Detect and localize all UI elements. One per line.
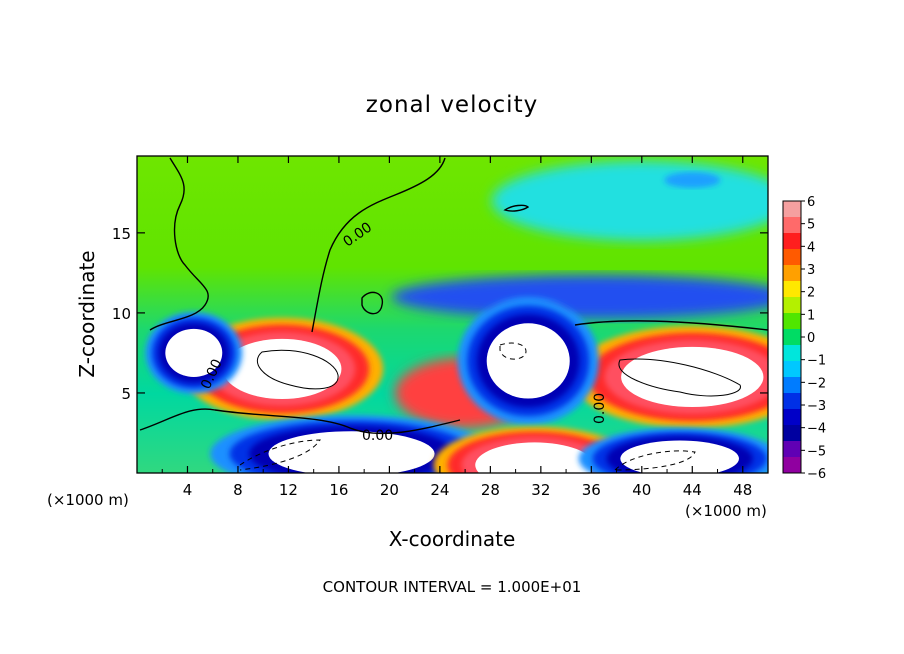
colorbar-label--5: −5	[807, 444, 826, 459]
plot-frame	[136, 155, 769, 474]
field-band-cyan	[491, 160, 768, 241]
plot-area: 0.00 0.00 0.00 0.00	[137, 156, 768, 473]
field-band-lightblue	[664, 172, 721, 189]
field-min-2-ring-3	[486, 323, 570, 399]
colorbar-label-2: 2	[807, 286, 815, 301]
colorbar-swatch-6	[783, 297, 801, 314]
colorbar-label--2: −2	[807, 376, 826, 391]
zero-contour-right	[574, 320, 768, 331]
colorbar-label-5: 5	[807, 218, 815, 233]
min-contour-dashed-3	[614, 450, 696, 471]
x-tick-label-16: 16	[329, 481, 348, 499]
colorbar-swatch-13	[783, 409, 801, 426]
colorbar-swatch-14	[783, 425, 801, 442]
zero-contour-small	[503, 204, 530, 212]
colorbar: 6 5 4 3 2 1 0 −1 −2 −3 −4 −5 −6	[782, 195, 826, 482]
colorbar-swatch-1	[783, 217, 801, 234]
field-min-5-ring-3	[620, 440, 739, 473]
min-contour-dashed-2	[239, 439, 321, 471]
zero-contour-upper	[311, 157, 446, 333]
colorbar-label-0: 0	[807, 331, 815, 346]
field-max-1-ring-3	[621, 346, 764, 408]
colorbar-swatch-11	[783, 377, 801, 394]
colorbar-label--3: −3	[807, 399, 826, 414]
y-axis-ticks: 5 10 15	[112, 225, 768, 403]
colorbar-swatch-9	[783, 345, 801, 362]
zero-contour-left	[149, 157, 209, 331]
colorbar-label--1: −1	[807, 354, 826, 369]
colorbar-swatch-0	[783, 201, 801, 218]
colorbar-swatch-8	[783, 329, 801, 346]
field-min-3-ring-3	[268, 431, 435, 473]
x-tick-label-32: 32	[531, 481, 550, 499]
colorbar-swatch-15	[783, 441, 801, 458]
zero-contour-mid	[139, 408, 461, 435]
colorbar-label--4: −4	[807, 422, 826, 437]
colorbar-swatch-16	[783, 457, 801, 474]
field-max-4-ring-3	[475, 442, 594, 473]
colorbar-swatch-2	[783, 233, 801, 250]
contour-label-3: 0.00	[362, 428, 393, 444]
x-tick-label-44: 44	[683, 481, 702, 499]
x-tick-label-20: 20	[380, 481, 399, 499]
field-blobs	[145, 160, 768, 473]
colorbar-label-1: 1	[807, 308, 815, 323]
x-axis-ticks: 4 8 12 16 20 24 28 32 36 40 44 48	[161, 156, 752, 499]
x-unit-label-left: (×1000 m)	[47, 491, 129, 509]
x-tick-label-40: 40	[632, 481, 651, 499]
x-tick-label-4: 4	[183, 481, 193, 499]
colorbar-label-3: 3	[807, 263, 815, 278]
contour-interval-text: CONTOUR INTERVAL = 1.000E+01	[323, 578, 582, 596]
colorbar-swatch-10	[783, 361, 801, 378]
colorbar-swatch-12	[783, 393, 801, 410]
x-tick-label-36: 36	[582, 481, 601, 499]
max-contour-left	[256, 349, 339, 390]
field-max-0-ring-3	[222, 338, 342, 400]
contour-lines	[139, 157, 768, 471]
y-tick-label-10: 10	[112, 305, 131, 323]
chart-title: zonal velocity	[366, 92, 538, 118]
x-tick-label-8: 8	[233, 481, 243, 499]
contour-label-4: 0.00	[592, 393, 608, 424]
x-tick-label-12: 12	[279, 481, 298, 499]
max-contour-right	[618, 358, 741, 397]
colorbar-swatch-5	[783, 281, 801, 298]
colorbar-label-4: 4	[807, 240, 815, 255]
colorbar-label-6: 6	[807, 195, 815, 210]
x-tick-label-28: 28	[481, 481, 500, 499]
y-tick-label-5: 5	[121, 385, 131, 403]
colorbar-swatch-7	[783, 313, 801, 330]
field-band-blue	[391, 274, 768, 319]
y-axis-label: Z-coordinate	[75, 250, 99, 377]
x-tick-label-48: 48	[733, 481, 752, 499]
min-contour-dashed-1	[499, 342, 527, 360]
colorbar-label--6: −6	[807, 467, 826, 482]
x-tick-label-24: 24	[430, 481, 449, 499]
colorbar-swatch-4	[783, 265, 801, 282]
zero-contour-closed	[361, 291, 384, 315]
colorbar-swatch-3	[783, 249, 801, 266]
y-tick-label-15: 15	[112, 225, 131, 243]
field-min-6-ring-3	[165, 328, 223, 378]
x-axis-label: X-coordinate	[389, 527, 516, 551]
x-unit-label-right: (×1000 m)	[685, 502, 767, 520]
